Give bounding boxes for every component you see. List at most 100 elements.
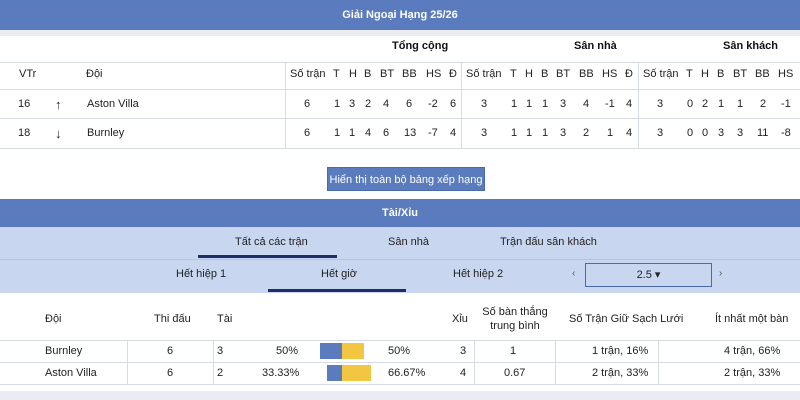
home-d: 1 bbox=[526, 127, 533, 139]
home-gf: 3 bbox=[560, 127, 567, 139]
home-gf: 3 bbox=[560, 98, 567, 110]
line-select[interactable]: 2.5 ▾ bbox=[585, 263, 712, 287]
tab-away-matches[interactable]: Trận đấu sân khách bbox=[500, 236, 597, 248]
row-team[interactable]: Aston Villa bbox=[45, 367, 97, 379]
total-pts: 6 bbox=[450, 98, 457, 110]
away-played: 3 bbox=[657, 98, 664, 110]
row-matches: 6 bbox=[167, 345, 174, 357]
away-l: 3 bbox=[718, 127, 725, 139]
row-at-least-one: 4 trận, 66% bbox=[724, 345, 781, 357]
total-gf: 4 bbox=[383, 98, 390, 110]
away-ga: 2 bbox=[760, 98, 767, 110]
away-gf: 3 bbox=[737, 127, 744, 139]
total-played: 6 bbox=[304, 127, 311, 139]
total-gf: 6 bbox=[383, 127, 390, 139]
away-w: 0 bbox=[687, 98, 694, 110]
col-team: Đội bbox=[45, 313, 62, 325]
tab-second-half[interactable]: Hết hiệp 2 bbox=[453, 268, 504, 280]
row-divider bbox=[0, 89, 800, 90]
row-divider bbox=[0, 384, 800, 385]
row-over-pct: 33.33% bbox=[262, 367, 300, 379]
away-ga: 11 bbox=[757, 127, 769, 139]
col-matches: Thi đấu bbox=[154, 313, 191, 325]
under-bar bbox=[342, 343, 364, 359]
venue-tabs bbox=[0, 227, 800, 259]
row-pos: 18 bbox=[18, 127, 31, 139]
home-gd: -1 bbox=[605, 98, 615, 110]
row-over: 3 bbox=[217, 345, 224, 357]
col-away-gd: HS bbox=[778, 68, 794, 80]
total-w: 1 bbox=[334, 98, 341, 110]
total-gd: -7 bbox=[428, 127, 438, 139]
col-home-played: Số trận bbox=[466, 68, 502, 80]
under-bar bbox=[342, 365, 371, 381]
col-total-gd: HS bbox=[426, 68, 442, 80]
col-home-ga: BB bbox=[579, 68, 594, 80]
col-total-played: Số trận bbox=[290, 68, 326, 80]
row-team[interactable]: Burnley bbox=[45, 345, 83, 357]
row-team[interactable]: Burnley bbox=[87, 127, 125, 139]
tab-home[interactable]: Sân nhà bbox=[388, 236, 429, 248]
col-clean-sheets: Số Trận Giữ Sạch Lưới bbox=[569, 313, 684, 325]
col-home-gd: HS bbox=[602, 68, 618, 80]
total-l: 2 bbox=[365, 98, 372, 110]
trend-up-icon: ↑ bbox=[55, 97, 62, 112]
home-w: 1 bbox=[511, 98, 518, 110]
separator bbox=[127, 340, 128, 384]
row-avg-goals: 1 bbox=[510, 345, 517, 357]
col-total-ga: BB bbox=[402, 68, 417, 80]
away-played: 3 bbox=[657, 127, 664, 139]
away-d: 2 bbox=[702, 98, 709, 110]
tab-full-time[interactable]: Hết giờ bbox=[321, 268, 357, 280]
home-d: 1 bbox=[526, 98, 533, 110]
home-played: 3 bbox=[481, 127, 488, 139]
footer-strip bbox=[0, 391, 800, 400]
over-under-title: Tài/Xỉu bbox=[0, 199, 800, 227]
row-divider bbox=[0, 148, 800, 149]
home-l: 1 bbox=[542, 98, 549, 110]
col-over: Tài bbox=[217, 313, 233, 325]
col-away-ga: BB bbox=[755, 68, 770, 80]
total-d: 3 bbox=[349, 98, 356, 110]
total-ga: 13 bbox=[404, 127, 417, 139]
row-over: 2 bbox=[217, 367, 224, 379]
row-under-pct: 50% bbox=[388, 345, 411, 357]
tab-all-matches[interactable]: Tất cả các trận bbox=[235, 236, 308, 248]
over-bar bbox=[327, 365, 342, 381]
home-pts: 4 bbox=[626, 98, 633, 110]
row-team[interactable]: Aston Villa bbox=[87, 98, 139, 110]
chevron-right-icon[interactable]: › bbox=[719, 268, 723, 279]
col-away-played: Số trận bbox=[643, 68, 679, 80]
col-total-pts: Đ bbox=[449, 68, 457, 80]
separator bbox=[555, 340, 556, 384]
col-away-gf: BT bbox=[733, 68, 748, 80]
col-at-least-one: Ít nhất một bàn bbox=[715, 313, 789, 325]
row-divider bbox=[0, 362, 800, 363]
col-avg-goals: Số bàn thắng trung bình bbox=[482, 306, 548, 332]
group-home-title: Sân nhà bbox=[574, 40, 617, 52]
chevron-left-icon[interactable]: ‹ bbox=[572, 268, 576, 279]
away-gf: 1 bbox=[737, 98, 744, 110]
away-d: 0 bbox=[702, 127, 709, 139]
col-home-pts: Đ bbox=[625, 68, 633, 80]
row-avg-goals: 0.67 bbox=[504, 367, 526, 379]
tab-first-half[interactable]: Hết hiệp 1 bbox=[176, 268, 227, 280]
total-played: 6 bbox=[304, 98, 311, 110]
show-full-table-button[interactable]: Hiển thị toàn bộ bảng xếp hạng bbox=[327, 167, 485, 191]
row-pos: 16 bbox=[18, 98, 31, 110]
col-home-gf: BT bbox=[556, 68, 571, 80]
home-ga: 2 bbox=[583, 127, 590, 139]
separator bbox=[213, 340, 214, 384]
total-pts: 4 bbox=[450, 127, 457, 139]
separator bbox=[285, 62, 286, 148]
col-total-d: H bbox=[349, 68, 357, 80]
home-l: 1 bbox=[542, 127, 549, 139]
group-away-title: Sân khách bbox=[723, 40, 779, 52]
separator bbox=[474, 340, 475, 384]
home-gd: 1 bbox=[607, 127, 614, 139]
active-tab-indicator bbox=[268, 289, 406, 292]
col-away-l: B bbox=[717, 68, 725, 80]
row-under-pct: 66.67% bbox=[388, 367, 426, 379]
over-bar bbox=[320, 343, 342, 359]
row-at-least-one: 2 trận, 33% bbox=[724, 367, 781, 379]
